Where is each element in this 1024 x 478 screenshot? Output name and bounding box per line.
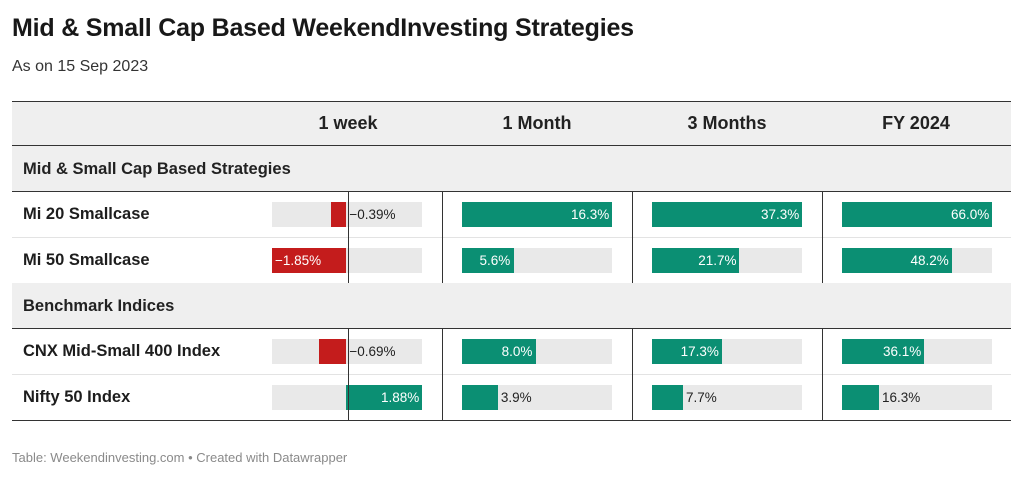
value-bar: [842, 339, 925, 364]
group-block-bottom-border: [12, 420, 1011, 421]
column-separator: [632, 191, 633, 283]
bar-track: 17.3%: [652, 339, 802, 364]
row-label: Mi 50 Smallcase: [23, 251, 150, 269]
row-label: Nifty 50 Index: [23, 388, 131, 406]
value-label: 3.9%: [500, 390, 532, 405]
value-label: −0.39%: [349, 207, 396, 222]
zero-axis-line: [348, 328, 349, 420]
column-header-1-week: 1 week: [318, 113, 378, 133]
column-header-fy-2024: FY 2024: [882, 113, 950, 133]
bar-track: 7.7%: [652, 385, 802, 410]
group-bottom-border: [12, 328, 1011, 329]
value-label: 66.0%: [951, 207, 990, 222]
value-bar: [346, 385, 422, 410]
group-bottom-border: [12, 191, 1011, 192]
value-label: 5.6%: [479, 253, 511, 268]
table-header-row: 1 week 1 Month 3 Months FY 2024: [12, 101, 1011, 146]
value-label: 1.88%: [381, 390, 420, 405]
table-row: CNX Mid-Small 400 Index −0.69% 8.0% 17.3% 36…: [12, 328, 1011, 374]
bar-track: 16.3%: [462, 202, 612, 227]
value-bar: [462, 248, 514, 273]
bar-track: −0.69%: [272, 339, 422, 364]
bar-track: 21.7%: [652, 248, 802, 273]
table-row: Nifty 50 Index 1.88% 3.9% 7.7% 16.3%: [12, 374, 1011, 420]
value-label: 37.3%: [761, 207, 800, 222]
zero-axis-line: [348, 191, 349, 283]
page-subtitle: As on 15 Sep 2023: [12, 58, 149, 75]
bar-track: −1.85%: [272, 248, 422, 273]
bar-track: 5.6%: [462, 248, 612, 273]
value-label: 17.3%: [680, 344, 719, 359]
value-bar: [462, 339, 536, 364]
value-bar: [462, 202, 612, 227]
bar-track: 36.1%: [842, 339, 992, 364]
value-label: −1.85%: [275, 253, 322, 268]
column-header-3-months: 3 Months: [687, 113, 767, 133]
returns-table: 1 week 1 Month 3 Months FY 2024 Mid & Sm…: [12, 101, 1011, 426]
value-label: −0.69%: [349, 344, 396, 359]
value-bar: [652, 385, 683, 410]
bar-track: 37.3%: [652, 202, 802, 227]
column-separator: [822, 191, 823, 283]
column-separator: [442, 328, 443, 420]
bar-track: −0.39%: [272, 202, 422, 227]
value-bar: [842, 385, 880, 410]
bar-track: 3.9%: [462, 385, 612, 410]
bar-track: 8.0%: [462, 339, 612, 364]
row-divider: [12, 374, 1011, 375]
value-bar: [652, 339, 722, 364]
group-header-row: Benchmark Indices: [12, 283, 1011, 328]
bar-track: 66.0%: [842, 202, 992, 227]
table-row: Mi 20 Smallcase −0.39% 16.3% 37.3% 66.0%: [12, 191, 1011, 237]
value-label: 21.7%: [698, 253, 737, 268]
value-bar: [318, 339, 347, 364]
value-bar: [462, 385, 498, 410]
footer-credit: Table: Weekendinvesting.com • Created wi…: [12, 450, 348, 465]
value-label: 7.7%: [685, 390, 717, 405]
value-bar: [652, 202, 802, 227]
page-title: Mid & Small Cap Based WeekendInvesting S…: [12, 14, 634, 42]
value-bar: [272, 248, 347, 273]
table-top-border: [12, 101, 1011, 102]
value-bar: [330, 202, 347, 227]
group-label: Mid & Small Cap Based Strategies: [23, 160, 291, 178]
value-label: 16.3%: [882, 390, 921, 405]
group-label: Benchmark Indices: [23, 297, 175, 315]
bar-track: 16.3%: [842, 385, 992, 410]
value-bar: [842, 202, 992, 227]
value-label: 36.1%: [883, 344, 922, 359]
value-bar: [842, 248, 952, 273]
value-label: 8.0%: [501, 344, 533, 359]
header-bottom-border: [12, 145, 1011, 146]
column-header-1-month: 1 Month: [502, 113, 572, 133]
bar-track: 1.88%: [272, 385, 422, 410]
bar-track: 48.2%: [842, 248, 992, 273]
value-label: 16.3%: [571, 207, 610, 222]
row-label: CNX Mid-Small 400 Index: [23, 342, 221, 360]
column-separator: [442, 191, 443, 283]
value-label: 48.2%: [910, 253, 949, 268]
group-header-row: Mid & Small Cap Based Strategies: [12, 146, 1011, 191]
column-separator: [632, 328, 633, 420]
table-row: Mi 50 Smallcase −1.85% 5.6% 21.7% 48.2%: [12, 237, 1011, 283]
column-separator: [822, 328, 823, 420]
row-divider: [12, 237, 1011, 238]
row-label: Mi 20 Smallcase: [23, 205, 150, 223]
value-bar: [652, 248, 740, 273]
